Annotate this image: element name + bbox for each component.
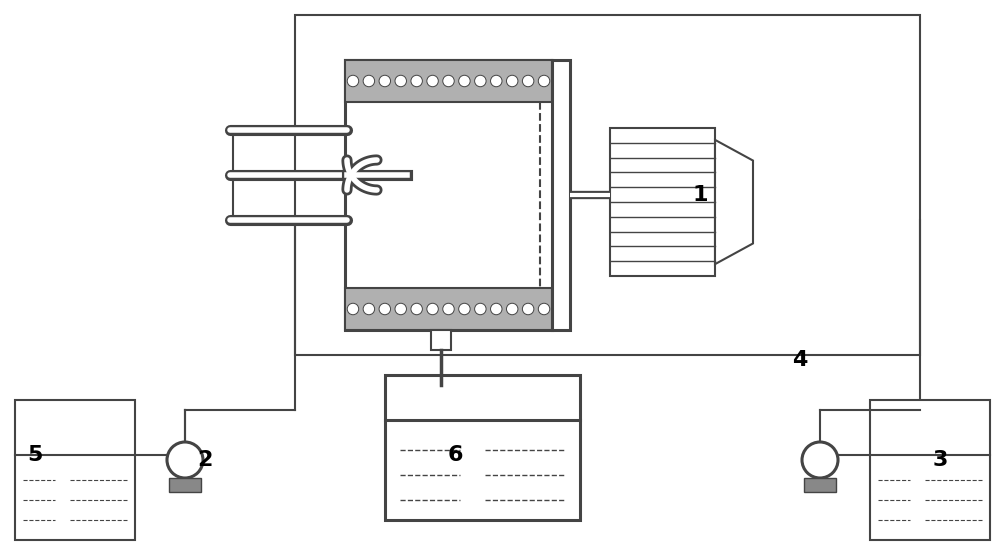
Circle shape (491, 75, 502, 87)
Circle shape (363, 75, 375, 87)
Circle shape (538, 303, 550, 315)
Circle shape (443, 303, 454, 315)
Text: 1: 1 (692, 185, 708, 205)
Circle shape (506, 303, 518, 315)
Bar (385, 375, 580, 520)
Circle shape (427, 303, 438, 315)
Circle shape (522, 75, 534, 87)
Bar (345, 288, 552, 330)
Bar (804, 478, 836, 492)
Circle shape (506, 75, 518, 87)
Bar (15, 400, 135, 540)
Circle shape (395, 303, 406, 315)
Circle shape (522, 303, 534, 315)
Circle shape (411, 303, 422, 315)
Bar (295, 15, 920, 355)
Bar (345, 60, 552, 102)
Circle shape (459, 75, 470, 87)
Text: 3: 3 (932, 450, 948, 470)
Circle shape (538, 75, 550, 87)
Circle shape (459, 303, 470, 315)
Bar (870, 400, 990, 540)
Circle shape (347, 303, 359, 315)
Circle shape (379, 75, 391, 87)
Circle shape (395, 75, 406, 87)
Circle shape (379, 303, 391, 315)
Text: 6: 6 (447, 445, 463, 465)
Circle shape (475, 303, 486, 315)
Text: 4: 4 (792, 350, 808, 370)
Circle shape (443, 75, 454, 87)
Bar (430, 330, 450, 350)
Circle shape (427, 75, 438, 87)
Circle shape (167, 442, 203, 478)
Circle shape (491, 303, 502, 315)
Circle shape (363, 303, 375, 315)
Bar (169, 478, 201, 492)
Text: 2: 2 (197, 450, 213, 470)
Polygon shape (715, 140, 753, 264)
Circle shape (347, 75, 359, 87)
Circle shape (475, 75, 486, 87)
Bar (345, 60, 570, 330)
Text: 5: 5 (27, 445, 43, 465)
Bar (610, 128, 715, 276)
Circle shape (411, 75, 422, 87)
Circle shape (802, 442, 838, 478)
